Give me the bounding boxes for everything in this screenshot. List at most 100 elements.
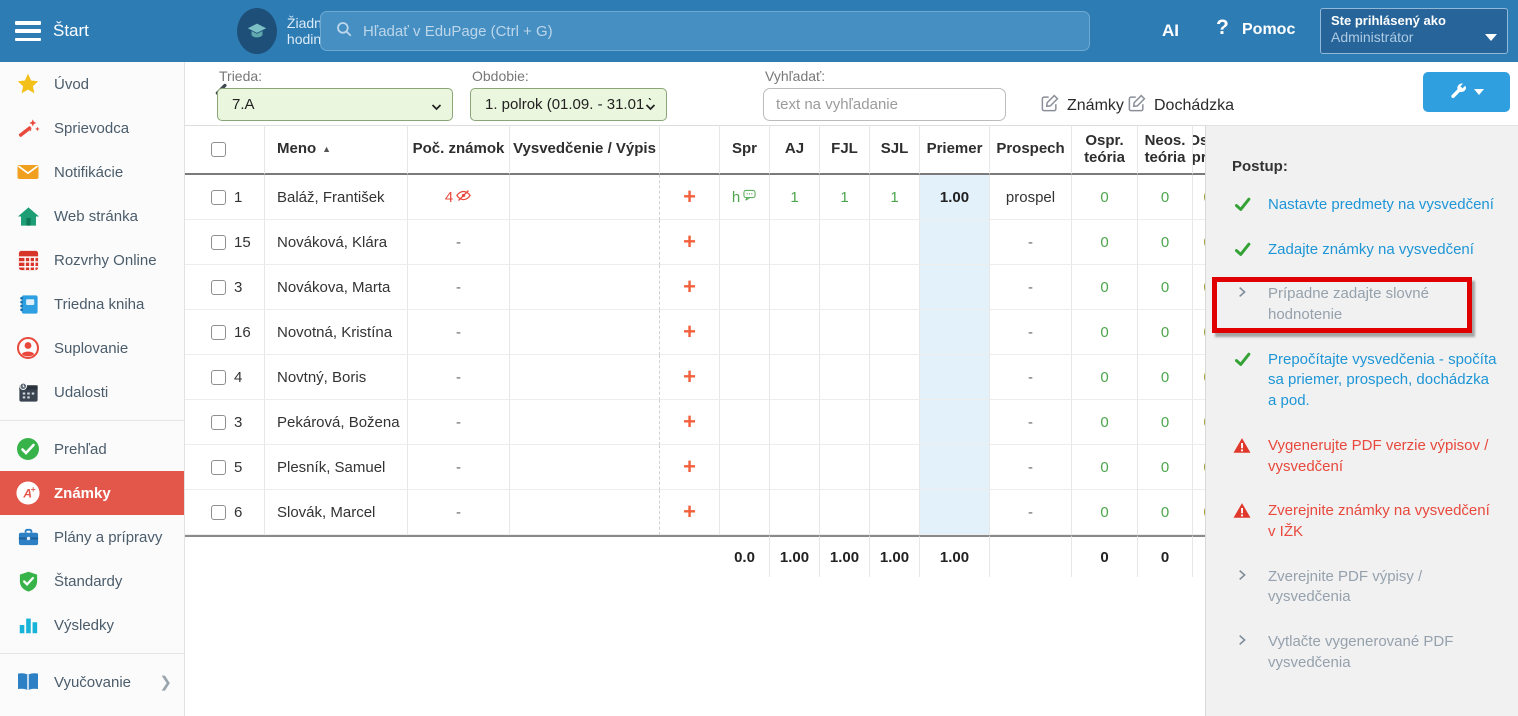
- report-card-cell: [510, 220, 660, 265]
- sidebar-item-rozvrhy-online[interactable]: Rozvrhy Online: [0, 238, 184, 282]
- step-check-icon: [1232, 241, 1252, 258]
- graduation-cap-icon[interactable]: [236, 8, 277, 54]
- global-search-input[interactable]: Hľadať v EduPage (Ctrl + G): [320, 11, 1090, 51]
- column-header-vysved-enie-v-pis: Vysvedčenie / Výpis: [510, 125, 660, 175]
- row-checkbox[interactable]: [211, 369, 226, 385]
- step-link[interactable]: Prepočítajte vysvedčenia - spočíta sa pr…: [1268, 350, 1497, 410]
- grade-count-cell: -: [408, 355, 510, 400]
- hamburger-menu-icon[interactable]: [15, 21, 41, 41]
- average-cell: [920, 265, 990, 310]
- report-card-cell: [510, 445, 660, 490]
- grade-count-cell[interactable]: 4: [408, 175, 510, 220]
- grades-button[interactable]: Známky: [1040, 94, 1124, 118]
- totals-cell-7: 1.00: [820, 535, 870, 577]
- row-checkbox[interactable]: [211, 189, 226, 205]
- ospr-teoria-cell: 0: [1072, 490, 1138, 535]
- column-header-sjl: SJL: [870, 125, 920, 175]
- student-name-cell: Nováková, Klára: [265, 220, 408, 265]
- sidebar-item-label: Sprievodca: [54, 119, 130, 137]
- sjl-grade-cell: [870, 265, 920, 310]
- fjl-grade-cell: [820, 220, 870, 265]
- select-all-checkbox[interactable]: [211, 142, 226, 157]
- row-select-cell: 4: [185, 355, 265, 400]
- report-card-cell: [510, 400, 660, 445]
- sidebar-item-vyu-ovanie[interactable]: Vyučovanie ❯: [0, 660, 184, 704]
- add-grade-button[interactable]: +: [683, 364, 696, 389]
- wand-icon: [16, 116, 40, 140]
- row-checkbox[interactable]: [211, 324, 226, 340]
- row-checkbox[interactable]: [211, 234, 226, 250]
- pencil-icon: [1040, 94, 1059, 118]
- top-bar: Štart Žiadna hodina Hľadať v EduPage (Ct…: [0, 0, 1518, 62]
- briefcase-icon: [16, 525, 40, 549]
- step-link[interactable]: Zverejnite PDF výpisy / vysvedčenia: [1268, 567, 1423, 606]
- period-select[interactable]: 1. polrok (01.09. - 31.01.): [470, 88, 667, 121]
- row-checkbox[interactable]: [211, 459, 226, 475]
- sidebar-item-udalosti[interactable]: Udalosti: [0, 370, 184, 414]
- filter-search-input[interactable]: [763, 88, 1006, 121]
- sidebar-item--vod[interactable]: Úvod: [0, 62, 184, 106]
- column-header-meno[interactable]: Meno ▲: [265, 125, 408, 175]
- class-select[interactable]: 7.A: [217, 88, 453, 121]
- neos-teoria-cell: 0: [1138, 220, 1193, 265]
- grades-table: Meno ▲ Poč. známok Vysvedčenie / Výpis Spr AJ…: [185, 125, 1205, 577]
- sidebar-item-v-sledky[interactable]: Výsledky: [0, 603, 184, 647]
- add-grade-cell: +: [660, 445, 720, 490]
- ai-button[interactable]: AI: [1162, 21, 1179, 40]
- student-number: 15: [234, 233, 251, 251]
- sidebar-item-sprievodca[interactable]: Sprievodca: [0, 106, 184, 150]
- average-cell: 1.00: [920, 175, 990, 220]
- add-grade-button[interactable]: +: [683, 454, 696, 479]
- add-grade-button[interactable]: +: [683, 319, 696, 344]
- sidebar-group-divider: [0, 653, 184, 654]
- prospech-cell: prospel: [990, 175, 1072, 220]
- add-grade-button[interactable]: +: [683, 229, 696, 254]
- attendance-button[interactable]: Dochádzka: [1127, 94, 1234, 118]
- sidebar-item-triedna-kniha[interactable]: Triedna kniha: [0, 282, 184, 326]
- sidebar-item-notifik-cie[interactable]: Notifikácie: [0, 150, 184, 194]
- step-link[interactable]: Vytlačte vygenerované PDF vysvedčenia: [1268, 632, 1454, 671]
- step-item: Zadajte známky na vysvedčení: [1232, 240, 1498, 261]
- aj-grade-cell: [770, 265, 820, 310]
- sidebar-item-label: Plány a prípravy: [54, 528, 163, 546]
- sidebar-item-web-str-nka[interactable]: Web stránka: [0, 194, 184, 238]
- row-checkbox[interactable]: [211, 414, 226, 430]
- row-checkbox[interactable]: [211, 504, 226, 520]
- average-cell: [920, 310, 990, 355]
- report-card-cell: [510, 490, 660, 535]
- sidebar-item-partial[interactable]: [0, 704, 184, 716]
- sidebar-item-suplovanie[interactable]: Suplovanie: [0, 326, 184, 370]
- start-menu[interactable]: Štart: [53, 21, 89, 40]
- add-grade-button[interactable]: +: [683, 499, 696, 524]
- totals-cell-9: 1.00: [920, 535, 990, 577]
- step-item: Nastavte predmety na vysvedčení: [1232, 195, 1498, 216]
- step-link[interactable]: Zadajte známky na vysvedčení: [1268, 240, 1474, 258]
- step-link[interactable]: Prípadne zadajte slovné hodnotenie: [1268, 285, 1429, 324]
- tools-dropdown-button[interactable]: [1423, 72, 1510, 112]
- help-button[interactable]: Pomoc: [1242, 21, 1296, 38]
- sjl-grade-cell: [870, 490, 920, 535]
- ospr-prax-cell: 0: [1193, 400, 1205, 445]
- add-grade-button[interactable]: +: [683, 274, 696, 299]
- sidebar-item-label: Úvod: [54, 75, 90, 93]
- sidebar-item-label: Triedna kniha: [54, 295, 145, 313]
- sidebar-item-preh-ad[interactable]: Prehľad: [0, 427, 184, 471]
- add-grade-button[interactable]: +: [683, 184, 696, 209]
- step-link[interactable]: Vygenerujte PDF verzie výpisov / vysvedč…: [1268, 436, 1489, 475]
- sidebar-item-pl-ny-a-pr-pravy[interactable]: Plány a prípravy: [0, 515, 184, 559]
- add-grade-button[interactable]: +: [683, 409, 696, 434]
- step-link[interactable]: Nastavte predmety na vysvedčení: [1268, 196, 1494, 213]
- fjl-grade-cell: [820, 310, 870, 355]
- add-grade-cell: +: [660, 310, 720, 355]
- sidebar-item-zn-mky[interactable]: A + Známky: [0, 471, 184, 515]
- column-header-po-zn-mok: Poč. známok: [408, 125, 510, 175]
- notebook-icon: [16, 292, 40, 316]
- row-checkbox[interactable]: [211, 279, 226, 295]
- step-link[interactable]: Zverejnite známky na vysvedčení v IŽK: [1268, 502, 1490, 540]
- sidebar-item-label: Známky: [54, 484, 111, 502]
- average-cell: [920, 220, 990, 265]
- sidebar-item--tandardy[interactable]: Štandardy: [0, 559, 184, 603]
- user-menu[interactable]: Ste prihlásený ako Administrátor: [1320, 8, 1508, 54]
